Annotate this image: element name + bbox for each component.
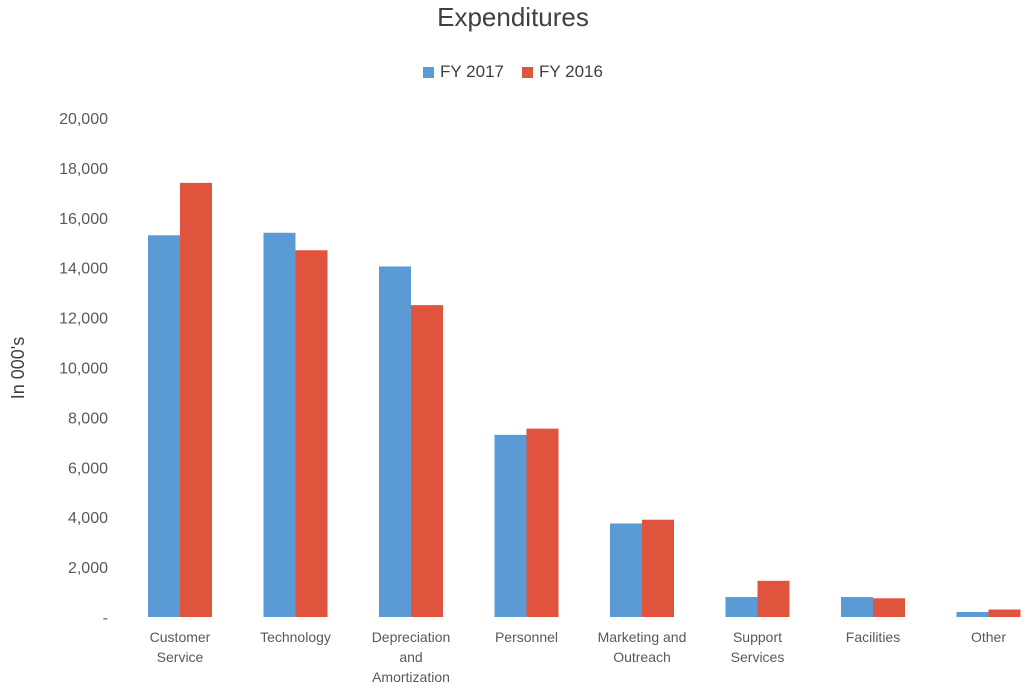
legend-item-fy2016: FY 2016 <box>522 62 603 82</box>
x-category-label: Technology <box>260 629 331 645</box>
y-tick-label: 12,000 <box>59 311 108 328</box>
y-tick-label: 6,000 <box>68 460 108 477</box>
legend: FY 2017 FY 2016 <box>0 62 1026 82</box>
bar-fy2016-7 <box>988 609 1021 617</box>
x-category-label: Support <box>733 629 782 645</box>
bar-fy2017-4 <box>610 523 642 617</box>
bar-fy2017-7 <box>956 612 989 617</box>
bar-fy2016-6 <box>873 598 905 617</box>
y-tick-label: 18,000 <box>59 161 108 178</box>
x-category-label: Facilities <box>846 629 900 645</box>
x-category-label: Services <box>731 649 785 665</box>
x-category-label: Personnel <box>495 629 558 645</box>
legend-item-fy2017: FY 2017 <box>423 62 504 82</box>
x-category-label: Outreach <box>613 649 671 665</box>
bar-fy2017-1 <box>263 232 296 617</box>
bar-fy2016-5 <box>757 580 790 617</box>
x-category-label: Amortization <box>372 669 450 685</box>
bar-fy2017-0 <box>148 235 180 617</box>
bar-fy2017-2 <box>379 266 411 617</box>
legend-swatch-fy2017 <box>423 66 435 78</box>
x-category-label: Service <box>157 649 204 665</box>
y-tick-label: 14,000 <box>59 261 108 278</box>
bar-fy2016-3 <box>526 428 559 617</box>
y-tick-label: 8,000 <box>68 410 108 427</box>
bar-fy2016-0 <box>180 182 212 617</box>
y-tick-label: - <box>103 610 108 627</box>
bar-fy2016-4 <box>642 519 674 617</box>
bar-fy2017-6 <box>841 597 873 617</box>
legend-swatch-fy2016 <box>522 66 533 78</box>
y-tick-label: 20,000 <box>59 111 108 128</box>
bar-fy2016-2 <box>411 305 443 617</box>
legend-label-fy2017: FY 2017 <box>440 62 504 81</box>
legend-label-fy2016: FY 2016 <box>539 62 603 81</box>
bar-fy2017-3 <box>494 434 527 617</box>
x-category-label: Other <box>971 629 1006 645</box>
bar-fy2017-5 <box>725 597 758 617</box>
bar-fy2016-1 <box>295 250 328 618</box>
x-category-label: Customer <box>150 629 211 645</box>
x-category-label: and <box>399 649 422 665</box>
y-tick-label: 16,000 <box>59 211 108 228</box>
y-tick-label: 4,000 <box>68 510 108 527</box>
y-tick-label: 10,000 <box>59 361 108 378</box>
x-category-label: Depreciation <box>372 629 451 645</box>
x-category-label: Marketing and <box>598 629 687 645</box>
y-axis-title: In 000's <box>8 337 28 399</box>
chart-title: Expenditures <box>437 2 589 32</box>
y-tick-label: 2,000 <box>68 560 108 577</box>
